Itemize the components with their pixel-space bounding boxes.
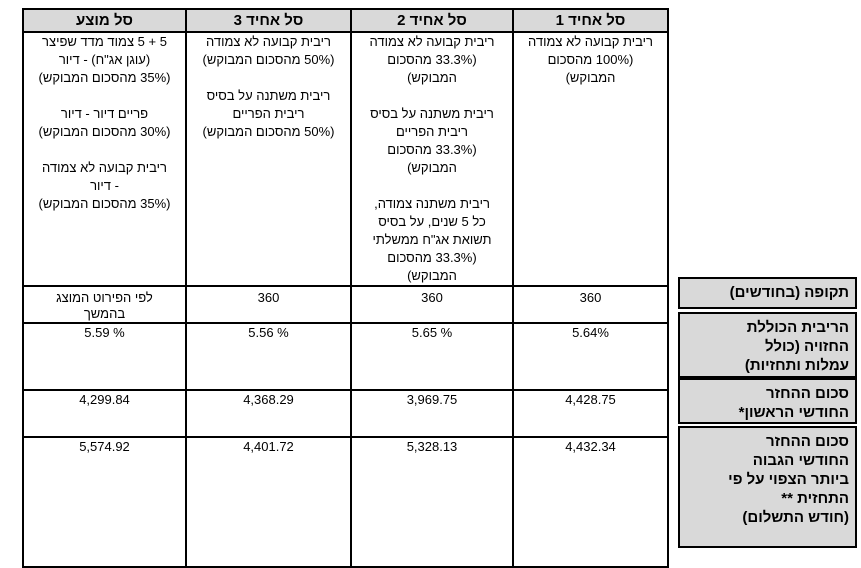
- row-label-period: תקופה (בחודשים): [678, 277, 857, 309]
- column-header-uniform-basket-2: סל אחיד 2: [350, 8, 514, 33]
- cell-rate-uniform-basket-2: 5.65 %: [350, 322, 514, 391]
- cell-composition-uniform-basket-1: ריבית קבועה לא צמודה (100% מהסכום המבוקש…: [512, 31, 669, 287]
- row-label-total-forecast-rate: הריבית הכוללת החזויה (כולל עמלות ותחזיות…: [678, 312, 857, 378]
- cell-highest-payment-uniform-basket-1: 4,432.34: [512, 436, 669, 568]
- cell-rate-uniform-basket-1: 5.64%: [512, 322, 669, 391]
- total-forecast-rate-row: 5.64% 5.65 % 5.56 % 5.59 %: [22, 322, 669, 391]
- baskets-comparison-table: סל אחיד 1 סל אחיד 2 סל אחיד 3 סל מוצע רי…: [22, 8, 669, 568]
- column-header-proposed-basket: סל מוצע: [22, 8, 187, 33]
- cell-highest-payment-uniform-basket-2: 5,328.13: [350, 436, 514, 568]
- cell-first-payment-uniform-basket-2: 3,969.75: [350, 389, 514, 438]
- cell-period-uniform-basket-2: 360: [350, 285, 514, 324]
- row-label-first-monthly-payment: סכום ההחזר החודשי הראשון*: [678, 378, 857, 424]
- cell-first-payment-uniform-basket-3: 4,368.29: [185, 389, 352, 438]
- cell-period-uniform-basket-1: 360: [512, 285, 669, 324]
- cell-period-uniform-basket-3: 360: [185, 285, 352, 324]
- column-header-uniform-basket-3: סל אחיד 3: [185, 8, 352, 33]
- cell-highest-payment-uniform-basket-3: 4,401.72: [185, 436, 352, 568]
- highest-monthly-payment-row: 4,432.34 5,328.13 4,401.72 5,574.92: [22, 436, 669, 568]
- row-label-highest-monthly-payment: סכום ההחזר החודשי הגבוה ביותר הצפוי על פ…: [678, 426, 857, 548]
- cell-period-proposed-basket: לפי הפירוט המוצג בהמשך: [22, 285, 187, 324]
- cell-composition-uniform-basket-2: ריבית קבועה לא צמודה (33.3% מהסכום המבוק…: [350, 31, 514, 287]
- period-row: 360 360 360 לפי הפירוט המוצג בהמשך: [22, 285, 669, 324]
- first-monthly-payment-row: 4,428.75 3,969.75 4,368.29 4,299.84: [22, 389, 669, 438]
- cell-composition-uniform-basket-3: ריבית קבועה לא צמודה (50% מהסכום המבוקש)…: [185, 31, 352, 287]
- mortgage-baskets-comparison-page: סל אחיד 1 סל אחיד 2 סל אחיד 3 סל מוצע רי…: [22, 8, 857, 568]
- cell-highest-payment-proposed-basket: 5,574.92: [22, 436, 187, 568]
- cell-first-payment-uniform-basket-1: 4,428.75: [512, 389, 669, 438]
- cell-composition-proposed-basket: 5 + 5 צמוד מדד שפיצר (עוגן אג"ח) - דיור …: [22, 31, 187, 287]
- cell-first-payment-proposed-basket: 4,299.84: [22, 389, 187, 438]
- cell-rate-proposed-basket: 5.59 %: [22, 322, 187, 391]
- cell-rate-uniform-basket-3: 5.56 %: [185, 322, 352, 391]
- header-row: סל אחיד 1 סל אחיד 2 סל אחיד 3 סל מוצע: [22, 8, 669, 33]
- column-header-uniform-basket-1: סל אחיד 1: [512, 8, 669, 33]
- composition-row: ריבית קבועה לא צמודה (100% מהסכום המבוקש…: [22, 31, 669, 287]
